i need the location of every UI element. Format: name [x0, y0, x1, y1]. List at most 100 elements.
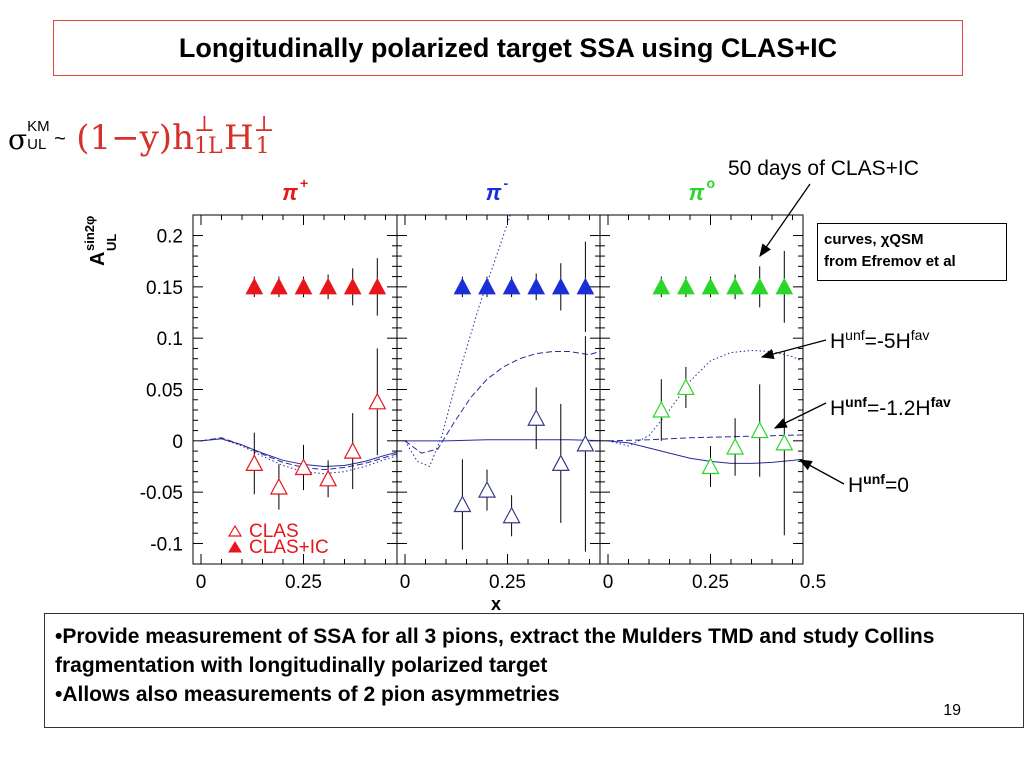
panel-label-sup: + [300, 175, 308, 191]
x-tick-label: 0.25 [692, 572, 729, 593]
clas-point [269, 477, 288, 495]
clas-ic-point [775, 277, 794, 295]
clas-point [775, 433, 794, 451]
formula-expr-sup1: ⊥ [193, 112, 215, 137]
formula-expression: (1−y)h ⊥ 1L H ⊥ 1 [76, 112, 274, 159]
slide-title: Longitudinally polarized target SSA usin… [178, 32, 838, 63]
y-tick-label: 0.1 [157, 329, 183, 350]
y-tick-label: -0.1 [150, 534, 183, 555]
clas-ic-point [319, 277, 337, 295]
slide-title-box: Longitudinally polarized target SSA usin… [53, 20, 963, 76]
clas-point [343, 441, 362, 459]
bullet-1: •Provide measurement of SSA for all 3 pi… [55, 625, 935, 677]
x-tick-label: 0 [603, 572, 614, 593]
clas-ic-point [294, 277, 313, 295]
clas-ic-point [576, 277, 595, 295]
clas-ic-point [453, 277, 472, 295]
clas-ic-point [478, 277, 496, 295]
formula-expr-h: H [223, 118, 254, 158]
legend-clas: CLAS [249, 521, 299, 542]
clas-ic-point [245, 277, 264, 295]
clas-point [319, 469, 338, 487]
clas-ic-point [527, 277, 546, 295]
annotation-h3: Hunf=0 [848, 471, 909, 497]
clas-point [527, 408, 546, 426]
y-tick-label: 0.15 [146, 278, 183, 299]
page-number: 19 [943, 702, 961, 719]
panel-label-sup: o [707, 175, 716, 191]
legend-filled-marker [228, 541, 242, 553]
bullet-box: •Provide measurement of SSA for all 3 pi… [44, 613, 1024, 728]
panel-3 [599, 214, 804, 565]
clas-point [652, 400, 671, 418]
curve-dashed [607, 434, 803, 442]
clas-point [701, 457, 720, 475]
clas-point [453, 495, 472, 513]
formula: σ KM UL ~ (1−y)h ⊥ 1L H ⊥ 1 [8, 112, 274, 159]
formula-tilde: ~ [54, 128, 66, 150]
arrow-days [759, 183, 811, 258]
panel-frame [192, 214, 398, 565]
y-axis-label-sub: UL [104, 234, 119, 251]
annotation-h1: Hunf=-5Hfav [830, 327, 929, 353]
clas-point [245, 454, 264, 472]
legend-clas-ic: CLAS+IC [249, 537, 329, 558]
panel-label: π [486, 180, 502, 205]
clas-ic-point [343, 277, 362, 295]
clas-ic-point [502, 277, 521, 295]
x-tick-label: 0 [196, 572, 207, 593]
clas-ic-point [726, 277, 744, 295]
panel-frame [599, 214, 804, 565]
clas-ic-point [750, 277, 769, 295]
formula-sigma-sup: KM [27, 118, 50, 135]
x-tick-label: 0 [400, 572, 411, 593]
annotation-days: 50 days of CLAS+IC [728, 157, 919, 180]
y-tick-label: 0 [172, 432, 183, 453]
formula-sigma-sub: UL [27, 136, 47, 153]
panel-label-sup: - [504, 175, 509, 191]
clas-ic-point [270, 277, 288, 295]
arrow-h3 [798, 459, 845, 485]
y-tick-label: -0.05 [140, 483, 183, 504]
clas-point [502, 506, 521, 524]
clas-point [551, 454, 570, 472]
y-tick-label: 0.2 [157, 227, 183, 248]
y-axis-label-main: A [87, 252, 109, 266]
curves-note-line2: from Efremov et al [824, 253, 956, 270]
curve-dotted [404, 215, 511, 468]
clas-point [294, 458, 313, 476]
bullet-2: •Allows also measurements of 2 pion asym… [55, 683, 560, 706]
clas-ic-point [551, 277, 570, 295]
clas-ic-point [368, 277, 387, 295]
clas-point [726, 437, 745, 455]
clas-ic-point [701, 277, 720, 295]
annotation-h2: Hunf=-1.2Hfav [830, 394, 951, 420]
clas-point [750, 421, 769, 439]
curves-note-line1: curves, χQSM [824, 231, 924, 248]
x-axis-label: x [491, 594, 501, 614]
clas-ic-point [652, 277, 671, 295]
arrow-h2 [773, 402, 827, 429]
x-tick-label: 0.25 [489, 572, 526, 593]
panel-1 [192, 214, 398, 565]
panel-2 [396, 214, 601, 565]
curve-group [404, 215, 600, 468]
panel-label: π [689, 180, 705, 205]
y-tick-label: 0.05 [146, 381, 183, 402]
formula-sigma: σ [8, 123, 28, 156]
y-axis-label-sup: sin2φ [82, 216, 97, 251]
x-tick-label: 0.25 [285, 572, 322, 593]
curve-dotted [607, 349, 803, 447]
arrow-h1 [760, 339, 827, 360]
x-tick-label: 0.5 [800, 572, 826, 593]
formula-expr-sup2: ⊥ [253, 112, 275, 137]
curve-solid [405, 439, 600, 442]
clas-point [368, 392, 387, 410]
curves-note-box: curves, χQSM from Efremov et al [817, 223, 1007, 281]
formula-expr-sub1: 1L [193, 134, 223, 159]
curve-dashed [404, 350, 600, 454]
formula-expr-sub2: 1 [255, 134, 270, 159]
